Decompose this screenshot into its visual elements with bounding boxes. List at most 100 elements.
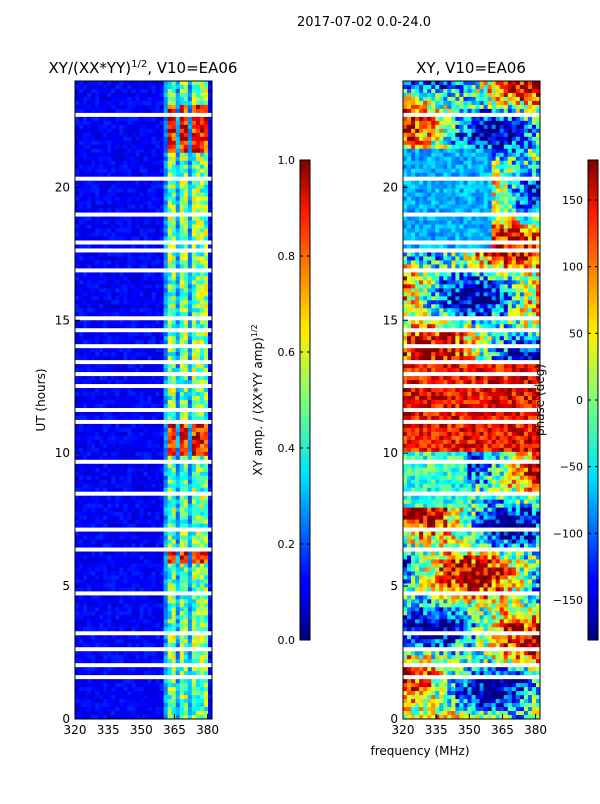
heatmap-cell — [152, 496, 157, 500]
heatmap-cell — [131, 145, 136, 149]
heatmap-cell — [196, 508, 201, 512]
heatmap-cell — [435, 97, 440, 101]
heatmap-cell — [95, 97, 100, 101]
heatmap-cell — [139, 284, 144, 288]
heatmap-cell — [91, 707, 96, 711]
heatmap-cell — [103, 288, 108, 292]
heatmap-cell — [180, 364, 185, 368]
heatmap-cell — [160, 575, 165, 579]
heatmap-cell — [164, 364, 169, 368]
heatmap-cell — [184, 436, 189, 440]
heatmap-cell — [123, 476, 128, 480]
heatmap-cell — [135, 133, 140, 137]
heatmap-cell — [115, 364, 120, 368]
heatmap-cell — [484, 89, 489, 93]
heatmap-cell — [123, 428, 128, 432]
heatmap-cell — [463, 81, 468, 85]
heatmap-cell — [152, 244, 157, 248]
heatmap-cell — [176, 544, 181, 548]
heatmap-cell — [168, 233, 173, 237]
heatmap-cell — [148, 244, 153, 248]
heatmap-cell — [91, 109, 96, 113]
heatmap-cell — [135, 424, 140, 428]
heatmap-cell — [139, 691, 144, 695]
heatmap-cell — [180, 404, 185, 408]
heatmap-cell — [164, 524, 169, 528]
heatmap-cell — [83, 448, 88, 452]
heatmap-cell — [115, 683, 120, 687]
heatmap-cell — [152, 651, 157, 655]
heatmap-cell — [504, 101, 509, 105]
heatmap-cell — [152, 81, 157, 85]
heatmap-cell — [135, 611, 140, 615]
heatmap-cell — [200, 504, 205, 508]
heatmap-cell — [176, 312, 181, 316]
heatmap-cell — [196, 544, 201, 548]
heatmap-cell — [152, 205, 157, 209]
heatmap-cell — [111, 348, 116, 352]
heatmap-cell — [91, 296, 96, 300]
heatmap-cell — [95, 699, 100, 703]
heatmap-cell — [75, 532, 80, 536]
heatmap-cell — [139, 452, 144, 456]
heatmap-cell — [119, 276, 124, 280]
heatmap-cell — [107, 336, 112, 340]
heatmap-cell — [148, 587, 153, 591]
heatmap-cell — [115, 587, 120, 591]
heatmap-cell — [144, 97, 149, 101]
heatmap-cell — [119, 284, 124, 288]
heatmap-cell — [103, 264, 108, 268]
heatmap-cell — [164, 292, 169, 296]
heatmap-cell — [119, 109, 124, 113]
heatmap-cell — [111, 229, 116, 233]
colorbar-tick-label: 1.0 — [278, 154, 296, 167]
heatmap-cell — [168, 388, 173, 392]
heatmap-cell — [107, 368, 112, 372]
heatmap-cell — [123, 376, 128, 380]
heatmap-cell — [127, 221, 132, 225]
heatmap-cell — [156, 424, 161, 428]
heatmap-cell — [83, 296, 88, 300]
heatmap-cell — [196, 308, 201, 312]
heatmap-cell — [107, 141, 112, 145]
heatmap-cell — [135, 233, 140, 237]
heatmap-cell — [148, 440, 153, 444]
heatmap-cell — [196, 364, 201, 368]
heatmap-cell — [168, 348, 173, 352]
heatmap-cell — [188, 404, 193, 408]
heatmap-cell — [83, 276, 88, 280]
heatmap-cell — [127, 81, 132, 85]
heatmap-cell — [83, 161, 88, 165]
heatmap-cell — [443, 93, 448, 97]
heatmap-cell — [188, 707, 193, 711]
heatmap-cell — [83, 583, 88, 587]
heatmap-cell — [184, 583, 189, 587]
heatmap-cell — [115, 679, 120, 683]
heatmap-cell — [139, 320, 144, 324]
heatmap-cell — [196, 456, 201, 460]
heatmap-cell — [115, 595, 120, 599]
heatmap-cell — [180, 81, 185, 85]
heatmap-cell — [172, 651, 177, 655]
heatmap-cell — [83, 217, 88, 221]
heatmap-cell — [107, 524, 112, 528]
heatmap-cell — [123, 252, 128, 256]
heatmap-cell — [403, 101, 408, 105]
heatmap-cell — [107, 691, 112, 695]
heatmap-cell — [75, 145, 80, 149]
heatmap-cell — [180, 563, 185, 567]
heatmap-cell — [79, 229, 84, 233]
heatmap-cell — [87, 452, 92, 456]
heatmap-cell — [172, 364, 177, 368]
amplitude-colorbar-label-main: XY amp. / (XX*YY amp) — [251, 337, 265, 475]
heatmap-cell — [119, 476, 124, 480]
heatmap-cell — [103, 440, 108, 444]
heatmap-cell — [196, 276, 201, 280]
heatmap-cell — [180, 141, 185, 145]
heatmap-cell — [160, 607, 165, 611]
heatmap-cell — [115, 197, 120, 201]
heatmap-cell — [200, 488, 205, 492]
heatmap-cell — [204, 284, 209, 288]
heatmap-cell — [184, 540, 189, 544]
heatmap-cell — [192, 436, 197, 440]
